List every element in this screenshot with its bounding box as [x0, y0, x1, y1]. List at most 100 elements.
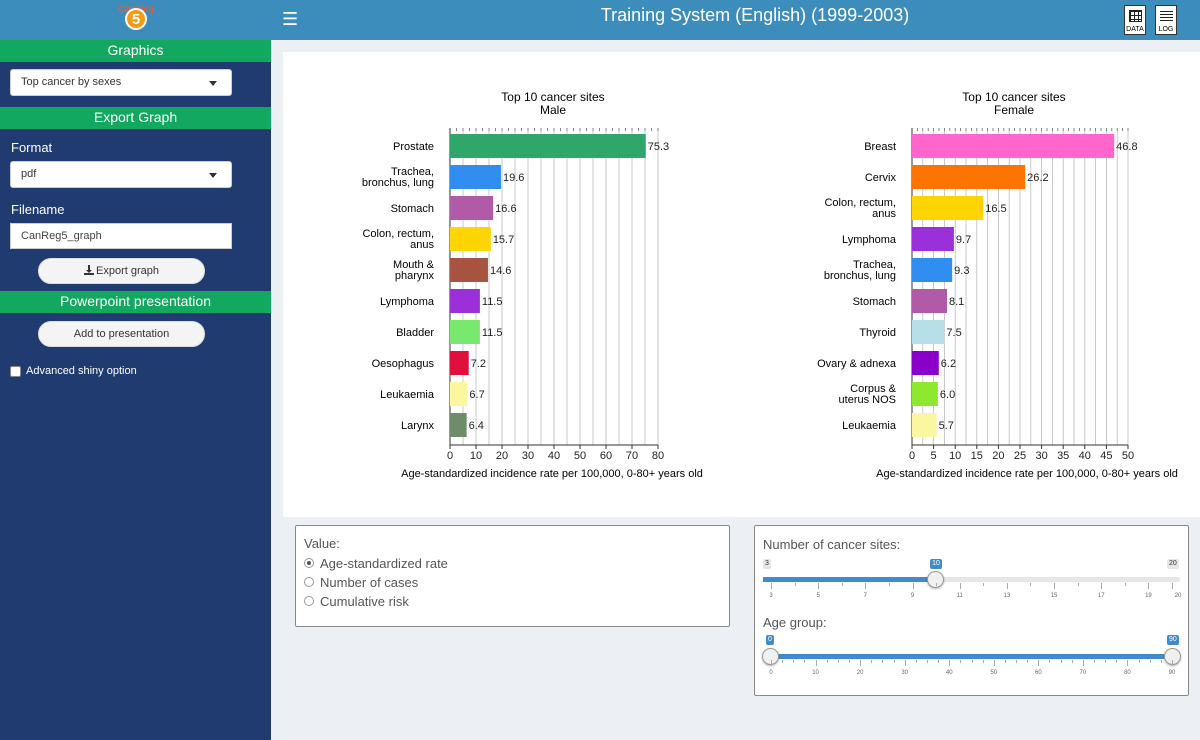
- app-title: Training System (English) (1999-2003): [600, 5, 910, 25]
- export-graph-button[interactable]: Export graph: [38, 258, 205, 284]
- data-table-icon[interactable]: DATA: [1124, 5, 1146, 35]
- log-file-icon[interactable]: LOG: [1155, 5, 1177, 35]
- category-label: Leukaemia: [842, 420, 897, 432]
- slider-tick: [1124, 583, 1126, 586]
- radio-label: Cumulative risk: [320, 594, 409, 609]
- slider-tick: [771, 583, 772, 589]
- sidebar-toggle-icon[interactable]: ☰: [282, 9, 299, 29]
- add-to-presentation-button[interactable]: Add to presentation: [38, 321, 205, 347]
- radio-cumulative-risk[interactable]: Cumulative risk: [304, 594, 409, 609]
- slider-tick: [926, 660, 928, 663]
- slider-tick: [1127, 660, 1129, 666]
- bar: [912, 196, 984, 220]
- category-label: Larynx: [401, 420, 435, 432]
- category-label: Breast: [864, 141, 896, 153]
- bar: [450, 134, 646, 158]
- age-slider-fill: [771, 654, 1172, 659]
- x-tick-label: 0: [447, 450, 453, 462]
- slider-tick-label: 3: [769, 593, 773, 599]
- data-label: 6.2: [941, 358, 956, 370]
- slider-tick: [960, 660, 962, 663]
- bar: [450, 351, 469, 375]
- radio-button[interactable]: [304, 558, 314, 568]
- slider-tick: [1004, 660, 1006, 663]
- advanced-option-checkbox[interactable]: [10, 366, 21, 377]
- radio-number-of-cases[interactable]: Number of cases: [304, 575, 418, 590]
- x-axis-title: Age-standardized incidence rate per 100,…: [401, 468, 703, 480]
- category-label: bronchus, lung: [824, 270, 896, 282]
- x-tick-label: 15: [971, 450, 983, 462]
- bar: [912, 165, 1026, 189]
- category-label: Trachea,: [853, 259, 896, 271]
- slider-tick: [993, 660, 995, 666]
- slider-tick: [882, 660, 884, 663]
- slider-tick-label: 13: [1003, 593, 1011, 599]
- bar: [450, 258, 488, 282]
- bar: [912, 320, 945, 344]
- data-label: 19.6: [503, 172, 524, 184]
- chart-title: Top 10 cancer sites: [501, 90, 604, 104]
- sites-min-label: 3: [763, 559, 771, 569]
- data-label: 6.4: [469, 420, 484, 432]
- slider-tick-label: 40: [945, 670, 953, 676]
- slider-tick-label: 20: [1174, 593, 1182, 599]
- radio-age-standardized[interactable]: Age-standardized rate: [304, 556, 448, 571]
- graph-type-select[interactable]: Top cancer by sexes: [10, 69, 232, 96]
- data-label: 9.7: [956, 234, 971, 246]
- slider-tick: [841, 583, 843, 586]
- chart-subtitle: Female: [994, 103, 1034, 117]
- radio-label: Number of cases: [320, 575, 419, 590]
- age-slider-low-handle[interactable]: [762, 648, 779, 665]
- slider-tick-label: 19: [1145, 593, 1152, 599]
- category-label: Oesophagus: [372, 358, 435, 370]
- category-label: Mouth &: [393, 259, 435, 271]
- data-label: 7.5: [946, 327, 961, 339]
- radio-button[interactable]: [304, 577, 314, 587]
- slider-tick: [1172, 660, 1173, 666]
- sidebar: Graphics Top cancer by sexes Export Grap…: [0, 40, 271, 740]
- slider-tick: [888, 583, 890, 586]
- bar: [450, 165, 501, 189]
- slider-tick: [815, 660, 817, 666]
- canreg-logo[interactable]: CanReg 5: [118, 4, 154, 36]
- category-label: Lymphoma: [380, 296, 435, 308]
- category-label: Cervix: [865, 172, 897, 184]
- category-label: Trachea,: [391, 166, 434, 178]
- x-tick-label: 0: [909, 450, 915, 462]
- slider-tick: [1101, 583, 1103, 589]
- slider-tick: [949, 660, 951, 666]
- slider-tick: [912, 583, 914, 589]
- slider-tick: [1160, 660, 1162, 663]
- category-label: bronchus, lung: [362, 177, 434, 189]
- sites-slider-label: Number of cancer sites:: [763, 537, 901, 552]
- data-label: 9.3: [954, 265, 969, 277]
- slider-tick: [1006, 583, 1008, 589]
- slider-tick: [971, 660, 973, 663]
- graph-type-value: Top cancer by sexes: [21, 76, 122, 88]
- bar: [450, 413, 467, 437]
- slider-tick: [1027, 660, 1029, 663]
- category-label: Stomach: [853, 296, 896, 308]
- radio-button[interactable]: [304, 596, 314, 606]
- data-label: 5.7: [939, 420, 954, 432]
- slider-tick: [1148, 583, 1150, 589]
- sites-slider-handle[interactable]: [927, 571, 945, 588]
- slider-tick: [860, 660, 862, 666]
- data-label: 8.1: [949, 296, 964, 308]
- top-header-bar: CanReg 5 ☰ Training System (English) (19…: [0, 0, 1200, 40]
- data-label: 75.3: [648, 141, 669, 153]
- filename-input[interactable]: CanReg5_graph: [10, 223, 232, 249]
- slider-tick-label: 17: [1097, 593, 1105, 599]
- filename-label: Filename: [11, 202, 65, 217]
- slider-tick: [982, 660, 984, 663]
- x-tick-label: 60: [600, 450, 612, 462]
- bar: [912, 289, 947, 313]
- slider-tick-label: 5: [816, 593, 820, 599]
- slider-tick: [771, 660, 772, 666]
- format-select[interactable]: pdf: [10, 161, 232, 188]
- powerpoint-section-header: Powerpoint presentation: [0, 291, 271, 313]
- sites-slider-track[interactable]: [763, 577, 1180, 582]
- bar: [912, 134, 1115, 158]
- slider-tick: [1049, 660, 1051, 663]
- chevron-down-icon: [209, 81, 217, 86]
